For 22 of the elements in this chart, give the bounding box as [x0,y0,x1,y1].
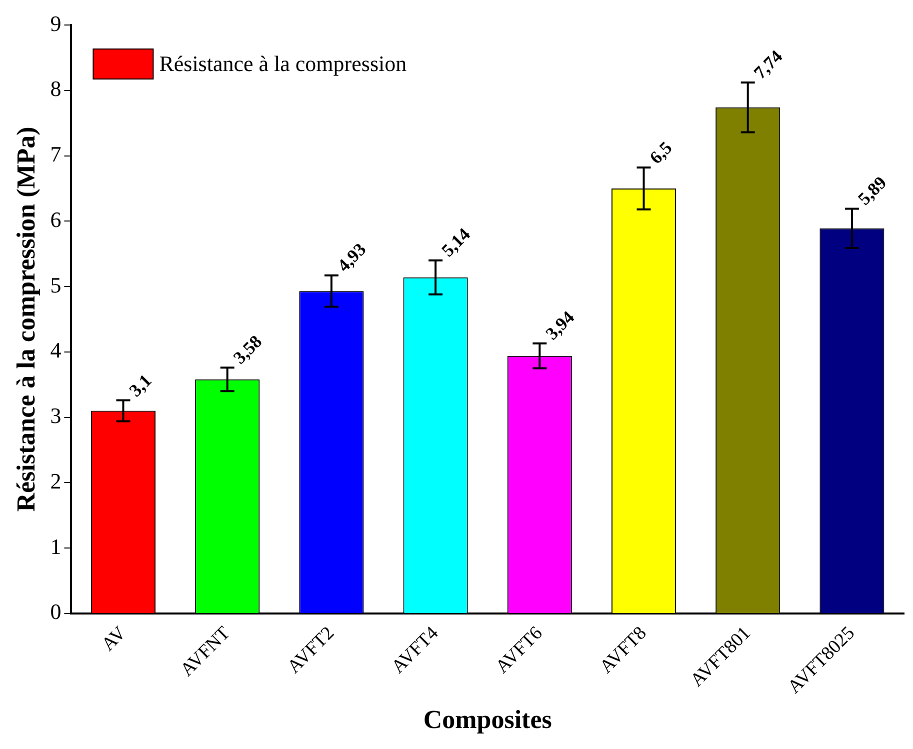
y-tick-label: 4 [50,338,62,363]
x-axis-title: Composites [423,705,552,734]
x-tick-label: AV [98,622,130,656]
data-label: 7,74 [750,46,786,83]
data-label: 4,93 [333,239,370,276]
legend-label: Résistance à la compression [159,50,407,76]
y-tick-label: 3 [50,403,62,428]
y-axis-title: Résistance à la compression (MPa) [11,126,40,512]
data-label: 5,89 [854,172,890,209]
y-tick-label: 2 [50,468,62,494]
data-label: 3,94 [542,307,578,344]
y-tick-label: 1 [50,534,62,559]
data-label: 6,5 [646,138,676,168]
y-tick-label: 9 [50,10,62,36]
data-label: 3,1 [125,370,156,400]
y-tick-label: 6 [50,206,62,232]
y-tick-label: 5 [50,272,62,298]
y-tick-label: 7 [50,142,62,167]
y-tick-label: 0 [50,599,62,624]
data-label: 5,14 [438,224,474,261]
data-label: 3,58 [229,331,266,368]
y-tick-label: 8 [50,76,62,102]
